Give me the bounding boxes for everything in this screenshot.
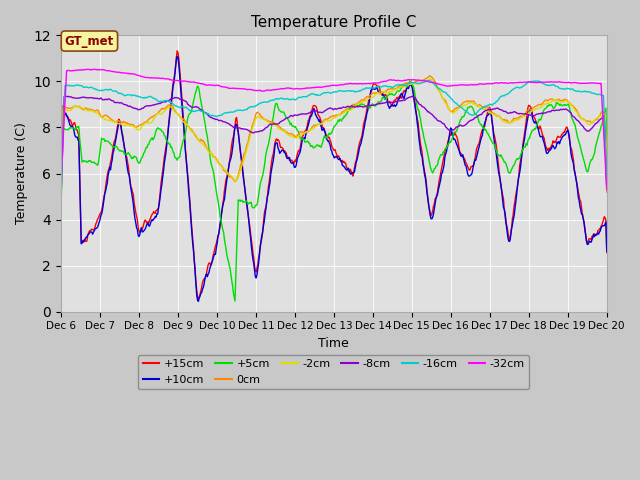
- -32cm: [552, 79, 560, 85]
- +15cm: [204, 262, 212, 268]
- -8cm: [552, 108, 560, 113]
- +15cm: [57, 171, 65, 177]
- -16cm: [518, 84, 525, 90]
- +15cm: [603, 250, 611, 255]
- +5cm: [72, 124, 80, 130]
- -8cm: [518, 111, 525, 117]
- -2cm: [426, 76, 434, 82]
- -32cm: [518, 79, 525, 85]
- -32cm: [603, 187, 611, 192]
- -2cm: [146, 120, 154, 125]
- +5cm: [57, 218, 65, 224]
- 0cm: [146, 116, 154, 121]
- +10cm: [195, 299, 202, 304]
- +15cm: [146, 217, 154, 223]
- +5cm: [236, 197, 244, 203]
- +5cm: [603, 155, 611, 160]
- Line: -2cm: -2cm: [61, 79, 607, 211]
- +10cm: [57, 172, 65, 178]
- -16cm: [552, 84, 560, 89]
- +10cm: [204, 271, 212, 277]
- -16cm: [236, 107, 243, 113]
- +10cm: [146, 223, 154, 229]
- Title: Temperature Profile C: Temperature Profile C: [251, 15, 417, 30]
- 0cm: [72, 103, 80, 108]
- -16cm: [203, 111, 211, 117]
- +15cm: [72, 126, 80, 132]
- +10cm: [518, 150, 526, 156]
- +10cm: [173, 54, 181, 60]
- -2cm: [552, 97, 560, 103]
- +5cm: [203, 130, 211, 136]
- Line: 0cm: 0cm: [61, 76, 607, 192]
- Legend: +15cm, +10cm, +5cm, 0cm, -2cm, -8cm, -16cm, -32cm: +15cm, +10cm, +5cm, 0cm, -2cm, -8cm, -16…: [138, 355, 529, 389]
- 0cm: [426, 73, 433, 79]
- -16cm: [57, 196, 65, 202]
- Line: +10cm: +10cm: [61, 57, 607, 301]
- -8cm: [603, 186, 611, 192]
- 0cm: [203, 144, 211, 150]
- -2cm: [57, 208, 65, 214]
- -8cm: [236, 125, 243, 131]
- -16cm: [423, 77, 431, 83]
- +5cm: [518, 148, 526, 154]
- -16cm: [72, 82, 80, 88]
- -8cm: [72, 96, 80, 101]
- 0cm: [603, 189, 611, 195]
- Line: +5cm: +5cm: [61, 82, 607, 301]
- Text: GT_met: GT_met: [65, 35, 114, 48]
- +15cm: [173, 48, 181, 54]
- Line: +15cm: +15cm: [61, 51, 607, 299]
- -32cm: [72, 68, 80, 73]
- +15cm: [518, 149, 526, 155]
- +10cm: [554, 139, 561, 145]
- Line: -8cm: -8cm: [61, 96, 607, 204]
- +5cm: [146, 139, 154, 144]
- -8cm: [408, 93, 416, 99]
- -16cm: [603, 180, 611, 185]
- +10cm: [237, 151, 244, 156]
- Line: -16cm: -16cm: [61, 80, 607, 199]
- -2cm: [203, 145, 211, 151]
- +5cm: [231, 298, 239, 304]
- -16cm: [146, 94, 154, 99]
- 0cm: [57, 187, 65, 192]
- +10cm: [72, 134, 80, 140]
- -8cm: [146, 103, 154, 108]
- -32cm: [147, 75, 154, 81]
- 0cm: [236, 169, 243, 175]
- -32cm: [84, 66, 92, 72]
- -8cm: [57, 201, 65, 207]
- -2cm: [72, 103, 80, 109]
- -2cm: [603, 177, 611, 183]
- -32cm: [57, 180, 65, 186]
- +15cm: [237, 151, 244, 157]
- +10cm: [603, 248, 611, 254]
- -2cm: [236, 172, 243, 178]
- +5cm: [554, 101, 561, 107]
- X-axis label: Time: Time: [319, 337, 349, 350]
- +15cm: [554, 135, 561, 141]
- 0cm: [518, 114, 525, 120]
- Line: -32cm: -32cm: [61, 69, 607, 190]
- +5cm: [406, 79, 413, 84]
- Y-axis label: Temperature (C): Temperature (C): [15, 122, 28, 225]
- -8cm: [203, 110, 211, 116]
- +15cm: [195, 296, 202, 301]
- -32cm: [236, 86, 244, 92]
- -32cm: [204, 82, 211, 88]
- 0cm: [552, 97, 560, 103]
- -2cm: [518, 115, 525, 120]
